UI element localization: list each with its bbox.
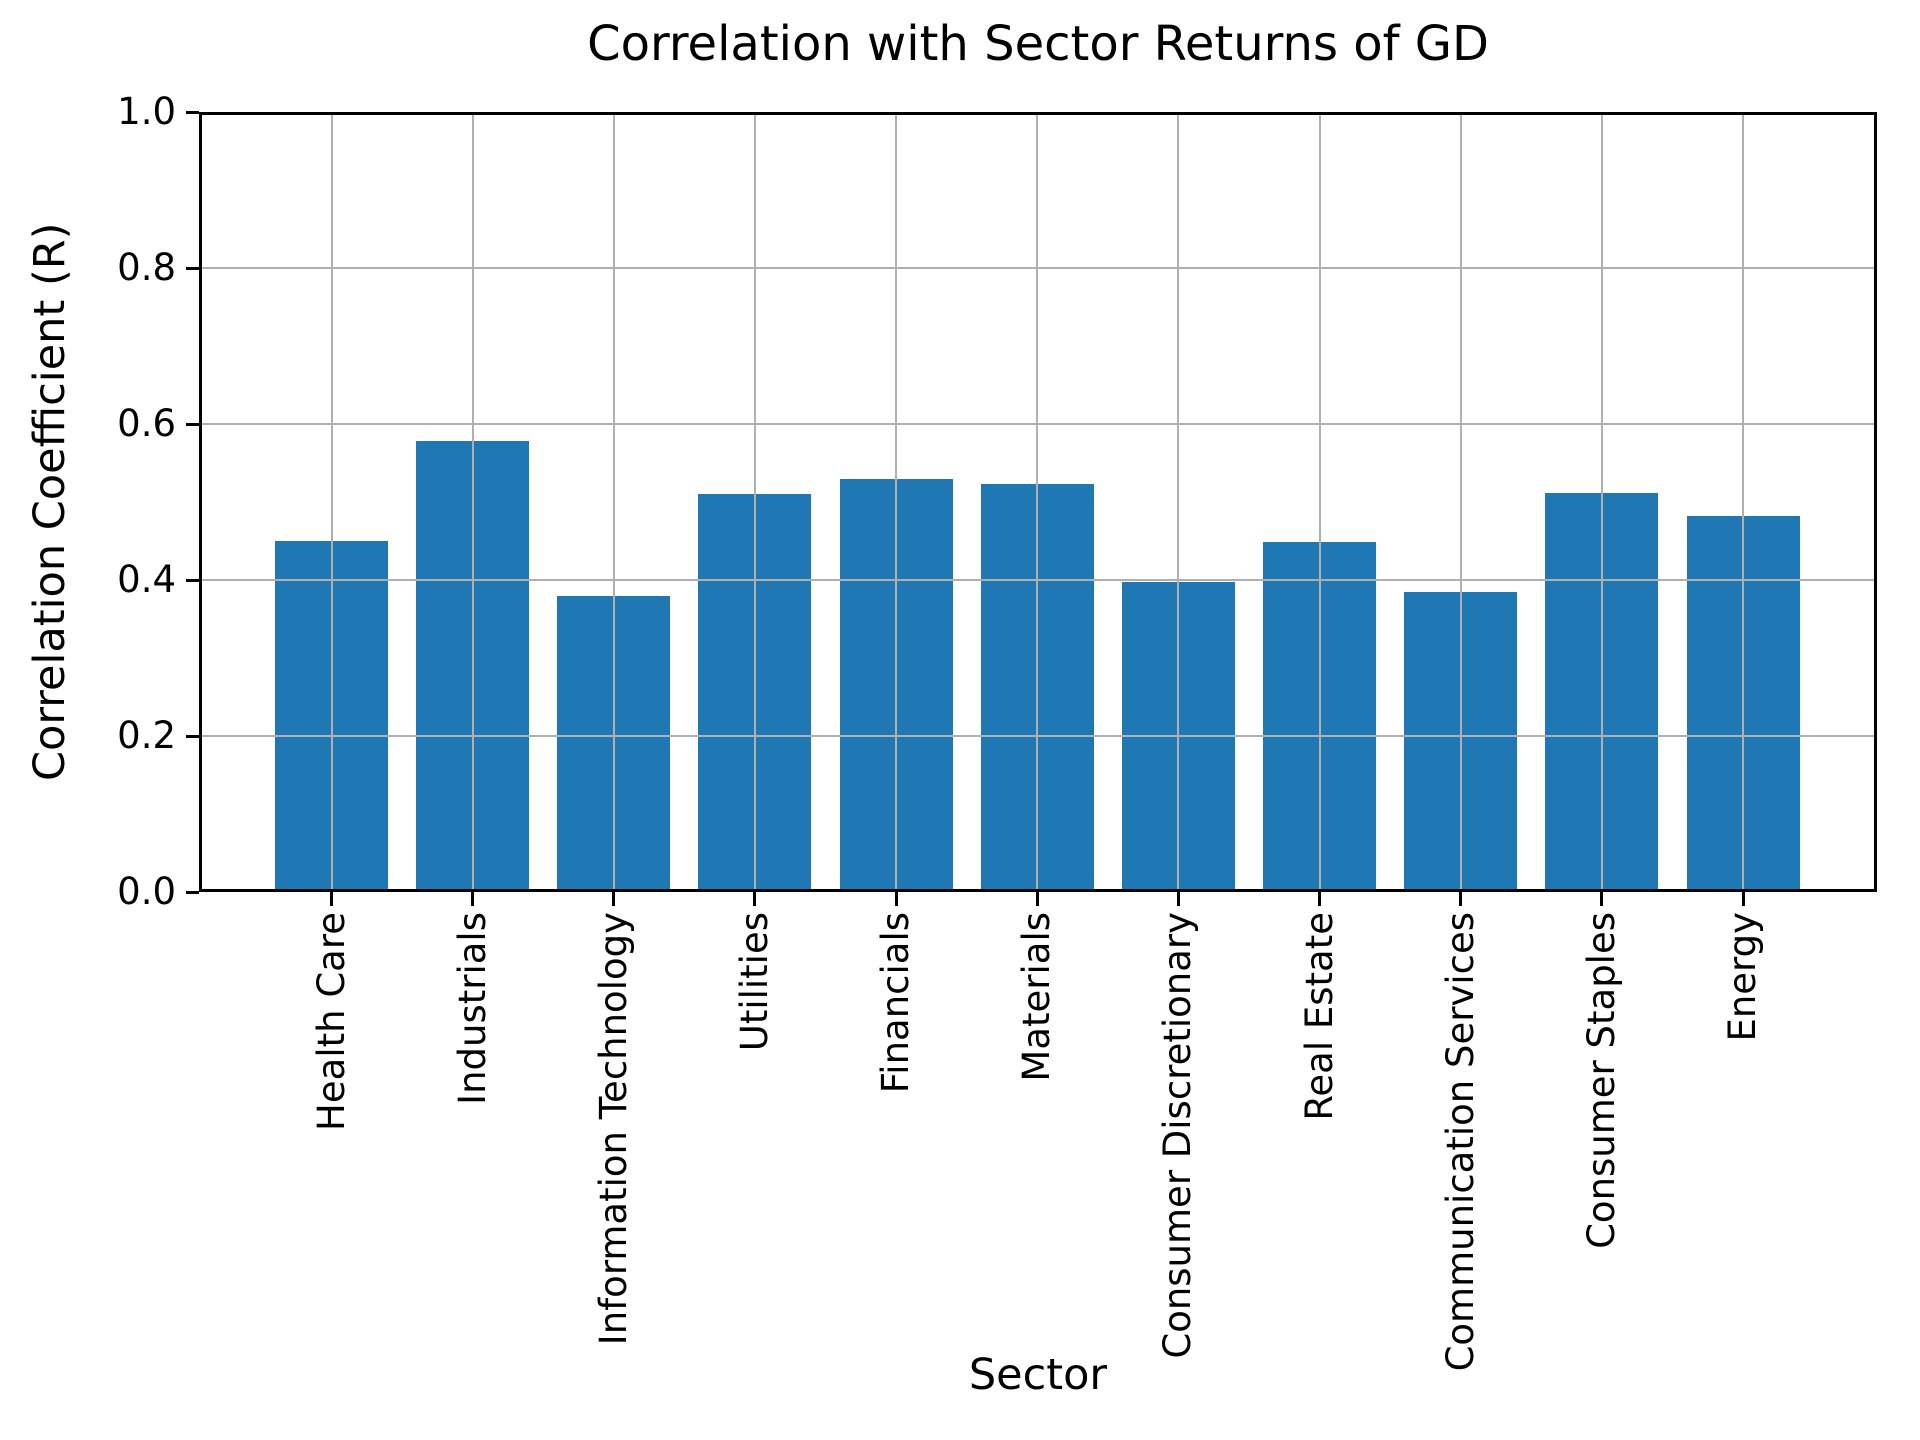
xtick-label-consumer-staples: Consumer Staples [1579,912,1623,1249]
ytick-mark-0.4 [186,578,199,582]
ytick-label-0.6: 0.6 [117,402,176,445]
gridline-x-4 [753,112,756,892]
xtick-mark-11 [1741,892,1745,906]
ytick-label-1.0: 1.0 [117,90,176,133]
xtick-mark-7 [1176,892,1180,906]
xtick-label-communication-services: Communication Services [1438,912,1482,1372]
gridline-x-3 [612,112,615,892]
xtick-label-information-technology: Information Technology [591,912,635,1346]
ytick-mark-1.0 [186,110,199,114]
plot-area [199,112,1877,892]
xtick-mark-5 [894,892,898,906]
xtick-label-materials: Materials [1015,912,1059,1082]
xtick-mark-1 [330,892,333,906]
ytick-label-0.0: 0.0 [117,870,176,913]
ytick-label-0.8: 0.8 [117,246,176,289]
xtick-mark-9 [1459,892,1463,906]
xtick-mark-6 [1035,892,1039,906]
gridline-x-6 [1036,112,1039,892]
xtick-label-utilities: Utilities [732,912,776,1052]
ytick-label-0.2: 0.2 [117,714,176,757]
y-axis-label: Correlation Coefficient (R) [25,222,75,782]
ytick-mark-0.0 [186,890,199,894]
gridline-x-11 [1742,112,1744,892]
ytick-mark-0.6 [186,422,199,426]
ytick-mark-0.2 [186,734,199,738]
xtick-mark-2 [471,892,475,906]
gridline-x-9 [1459,112,1462,892]
x-axis-label: Sector [968,1350,1108,1400]
xtick-label-financials: Financials [874,912,918,1094]
gridline-x-8 [1318,112,1321,892]
gridline-x-1 [330,112,333,892]
gridline-x-7 [1177,112,1180,892]
ytick-mark-0.8 [186,266,199,270]
xtick-label-real-estate: Real Estate [1297,912,1341,1121]
xtick-mark-8 [1318,892,1322,906]
gridline-x-5 [895,112,898,892]
ytick-label-0.4: 0.4 [117,558,176,601]
gridline-x-2 [471,112,474,892]
gridline-x-10 [1600,112,1603,892]
chart-title: Correlation with Sector Returns of GD [587,16,1489,72]
xtick-mark-4 [753,892,757,906]
xtick-label-health-care: Health Care [309,912,353,1131]
xtick-mark-3 [612,892,616,906]
xtick-label-consumer-discretionary: Consumer Discretionary [1156,912,1200,1359]
xtick-label-industrials: Industrials [450,912,494,1105]
xtick-label-energy: Energy [1721,912,1764,1042]
xtick-mark-10 [1600,892,1604,906]
